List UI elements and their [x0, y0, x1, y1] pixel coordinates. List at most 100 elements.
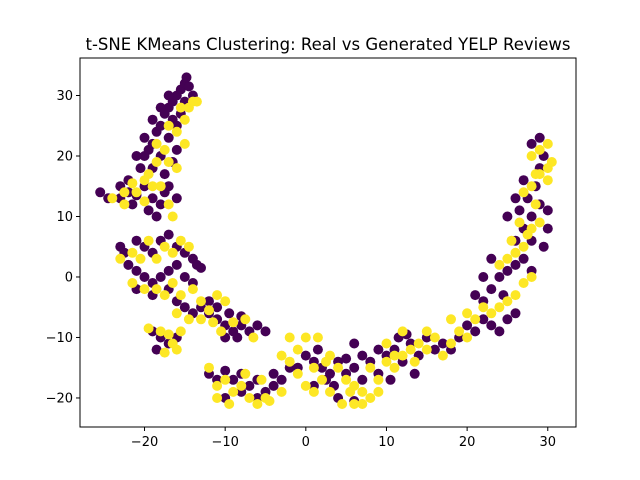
- scatter-point: [462, 308, 473, 319]
- scatter-point: [155, 326, 166, 337]
- scatter-point: [518, 175, 529, 186]
- scatter-point: [268, 368, 279, 379]
- scatter-point: [526, 272, 537, 282]
- scatter-point: [518, 253, 529, 264]
- scatter-point: [494, 272, 505, 282]
- y-tick-label: −10: [46, 331, 73, 346]
- scatter-point: [143, 205, 154, 216]
- scatter-point: [204, 296, 214, 307]
- scatter-point: [373, 386, 384, 397]
- scatter-point: [159, 290, 170, 301]
- scatter-point: [486, 308, 497, 319]
- scatter-point: [542, 175, 553, 186]
- scatter-point: [538, 241, 549, 252]
- scatter-point: [349, 399, 360, 409]
- y-tick-label: 20: [56, 149, 73, 164]
- scatter-point: [119, 187, 130, 198]
- scatter-point: [244, 393, 255, 403]
- scatter-point: [478, 302, 489, 313]
- scatter-point: [494, 326, 505, 337]
- scatter-point: [321, 356, 331, 367]
- scatter-point: [135, 163, 146, 174]
- scatter-point: [155, 199, 166, 210]
- scatter-point: [208, 317, 219, 328]
- scatter-point: [462, 332, 473, 343]
- scatter-point: [224, 399, 235, 409]
- scatter-point: [240, 314, 251, 325]
- scatter-point: [260, 326, 271, 337]
- scatter-point: [131, 151, 142, 161]
- scatter-point: [349, 362, 360, 373]
- y-tick-label: −20: [46, 391, 73, 406]
- scatter-point: [183, 81, 194, 92]
- scatter-point: [115, 253, 126, 264]
- scatter-point: [131, 187, 142, 198]
- scatter-point: [147, 193, 158, 204]
- scatter-point: [204, 305, 214, 316]
- scatter-point: [349, 338, 360, 349]
- scatter-point: [212, 393, 223, 403]
- scatter-point: [522, 229, 533, 240]
- scatter-point: [181, 72, 192, 83]
- scatter-point: [212, 380, 223, 391]
- scatter-point: [240, 368, 251, 379]
- scatter-point: [510, 247, 521, 258]
- x-axis: −20 −10 0 10 20 30: [131, 427, 556, 450]
- scatter-point: [308, 386, 319, 397]
- scatter-point: [179, 138, 190, 149]
- scatter-point: [494, 302, 505, 313]
- y-tick-label: 0: [65, 270, 73, 285]
- scatter-point: [510, 290, 521, 301]
- scatter-point: [179, 114, 190, 125]
- scatter-point: [337, 399, 348, 409]
- scatter-point: [470, 290, 481, 301]
- scatter-point: [228, 317, 239, 328]
- scatter-point: [381, 338, 392, 349]
- scatter-point: [502, 253, 513, 264]
- scatter-point: [421, 326, 432, 337]
- scatter-point: [151, 211, 162, 222]
- scatter-point: [312, 344, 323, 355]
- scatter-point: [462, 320, 473, 331]
- scatter-point: [171, 259, 182, 270]
- scatter-point: [454, 326, 465, 337]
- points-layer: [95, 72, 557, 409]
- scatter-point: [542, 138, 553, 149]
- x-tick-label: 20: [459, 435, 476, 450]
- scatter-point: [502, 211, 513, 222]
- scatter-point: [478, 272, 489, 282]
- scatter-point: [175, 235, 186, 246]
- scatter-point: [143, 323, 154, 334]
- scatter-point: [345, 386, 356, 397]
- scatter-point: [216, 326, 227, 337]
- scatter-point: [147, 181, 158, 192]
- scatter-point: [312, 332, 323, 343]
- scatter-point: [502, 265, 513, 276]
- scatter-point: [131, 265, 142, 276]
- scatter-point: [183, 241, 194, 252]
- scatter-point: [421, 344, 432, 355]
- scatter-point: [470, 326, 481, 337]
- scatter-point: [542, 205, 553, 216]
- scatter-point: [409, 356, 420, 367]
- y-tick-label: 10: [56, 210, 73, 225]
- scatter-point: [131, 235, 142, 246]
- scatter-point: [220, 365, 231, 376]
- scatter-point: [151, 284, 162, 295]
- x-tick-label: 10: [378, 435, 395, 450]
- scatter-point: [171, 126, 182, 137]
- scatter-point: [163, 120, 174, 131]
- scatter-point: [151, 253, 162, 264]
- scatter-point: [292, 368, 303, 379]
- scatter-point: [204, 362, 214, 373]
- scatter-point: [171, 344, 182, 355]
- scatter-point: [127, 178, 138, 189]
- scatter-point: [171, 308, 182, 319]
- scatter-point: [268, 380, 279, 391]
- scatter-point: [127, 247, 138, 258]
- scatter-point: [163, 157, 174, 167]
- scatter-point: [534, 132, 545, 143]
- scatter-point: [510, 308, 521, 319]
- scatter-point: [264, 396, 275, 406]
- scatter-point: [292, 344, 303, 355]
